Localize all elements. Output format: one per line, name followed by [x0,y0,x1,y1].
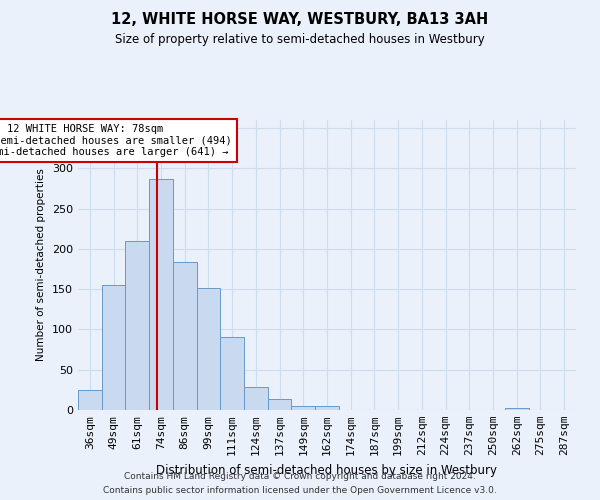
Bar [220,336,244,410]
Bar [315,406,339,410]
Bar [292,406,315,410]
Bar [173,262,197,410]
Bar [102,285,125,410]
Text: 12, WHITE HORSE WAY, WESTBURY, BA13 3AH: 12, WHITE HORSE WAY, WESTBURY, BA13 3AH [112,12,488,28]
X-axis label: Distribution of semi-detached houses by size in Westbury: Distribution of semi-detached houses by … [157,464,497,476]
Bar [149,179,173,410]
Y-axis label: Number of semi-detached properties: Number of semi-detached properties [37,168,46,362]
Bar [197,288,220,410]
Text: Contains HM Land Registry data © Crown copyright and database right 2024.: Contains HM Land Registry data © Crown c… [124,472,476,481]
Text: 12 WHITE HORSE WAY: 78sqm
← 43% of semi-detached houses are smaller (494)
56% of: 12 WHITE HORSE WAY: 78sqm ← 43% of semi-… [0,124,232,157]
Bar [244,388,268,410]
Bar [125,241,149,410]
Bar [268,398,292,410]
Text: Size of property relative to semi-detached houses in Westbury: Size of property relative to semi-detach… [115,32,485,46]
Text: Contains public sector information licensed under the Open Government Licence v3: Contains public sector information licen… [103,486,497,495]
Bar [505,408,529,410]
Bar [78,390,102,410]
